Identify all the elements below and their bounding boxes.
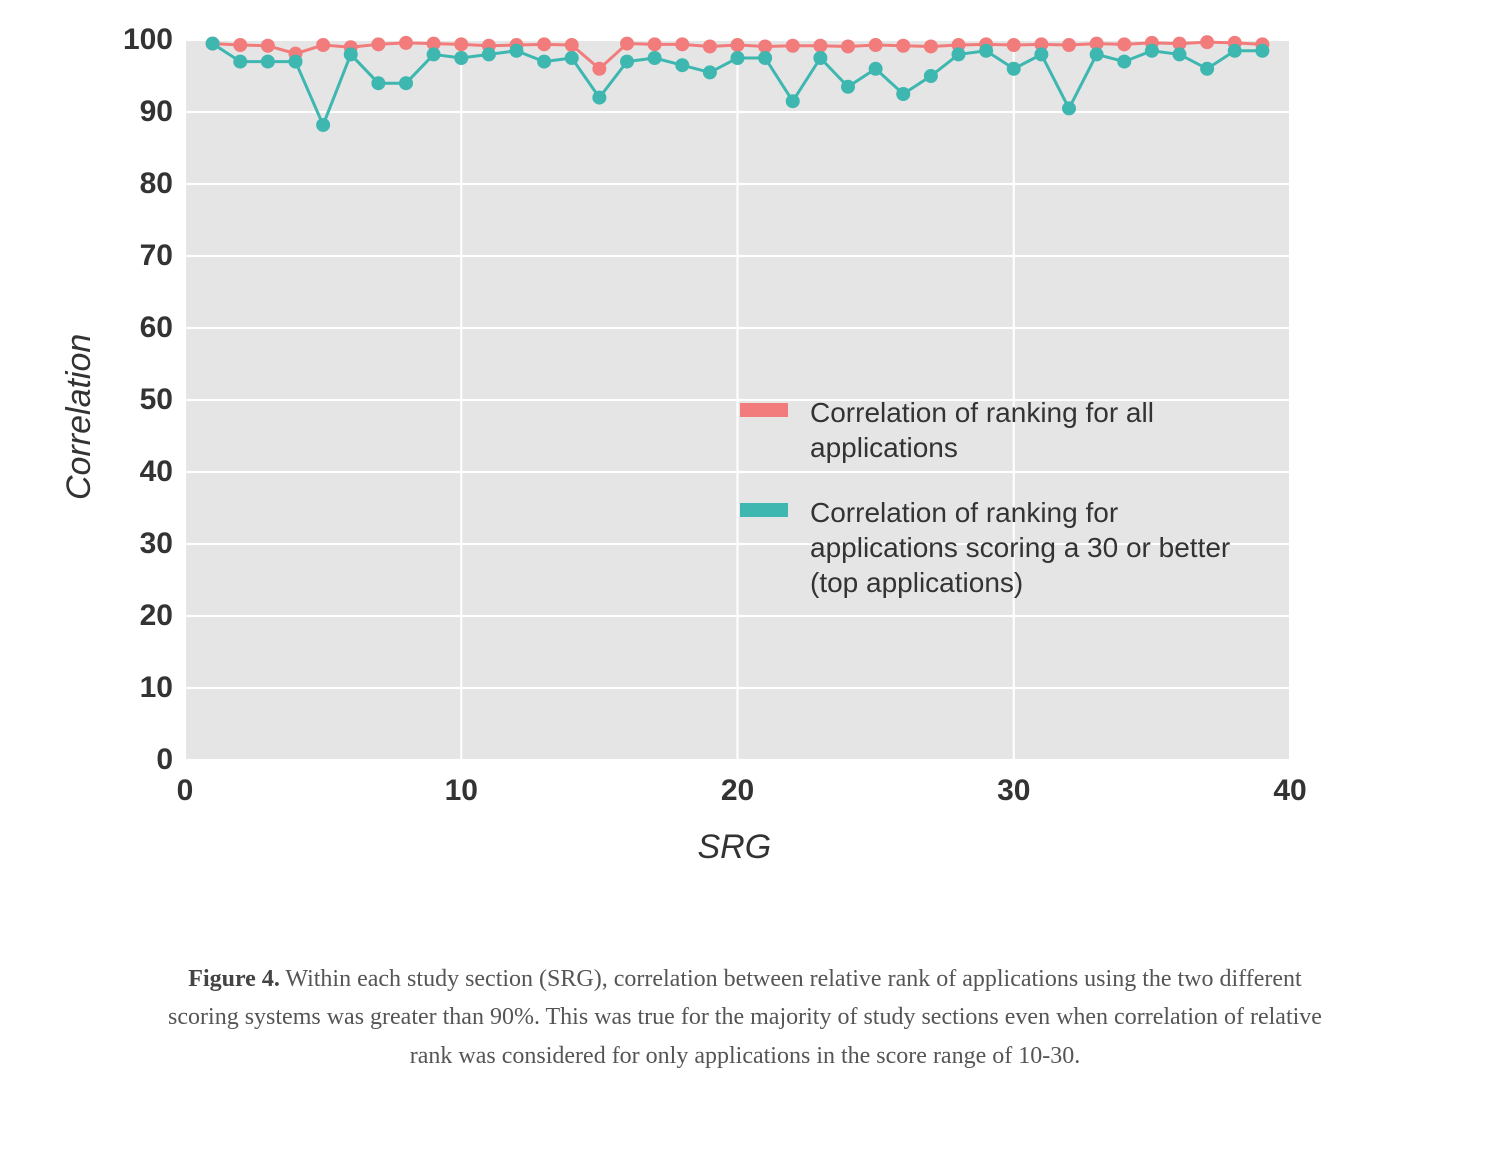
series-marker-top-applications	[289, 55, 303, 69]
series-marker-top-applications	[316, 118, 330, 132]
y-tick-label: 60	[140, 311, 173, 345]
series-marker-all-applications	[1200, 35, 1214, 49]
series-marker-top-applications	[896, 87, 910, 101]
caption-prefix: Figure 4.	[188, 966, 280, 992]
series-marker-all-applications	[675, 37, 689, 51]
series-marker-top-applications	[537, 55, 551, 69]
x-tick-label: 10	[441, 774, 481, 808]
legend-label: Correlation of ranking for applications …	[810, 495, 1240, 600]
series-marker-top-applications	[648, 51, 662, 65]
series-marker-top-applications	[869, 62, 883, 76]
y-axis-label: Correlation	[60, 334, 99, 500]
series-marker-top-applications	[841, 80, 855, 94]
legend-entry-all-applications: Correlation of ranking for all applicati…	[740, 395, 1240, 465]
y-tick-label: 20	[140, 599, 173, 633]
legend-label: Correlation of ranking for all applicati…	[810, 395, 1240, 465]
series-marker-top-applications	[731, 51, 745, 65]
series-marker-top-applications	[1228, 44, 1242, 58]
series-marker-all-applications	[1062, 38, 1076, 52]
x-axis-label: SRG	[698, 828, 772, 867]
series-marker-top-applications	[510, 44, 524, 58]
series-marker-top-applications	[233, 55, 247, 69]
y-tick-label: 40	[140, 455, 173, 489]
series-marker-all-applications	[537, 37, 551, 51]
series-marker-top-applications	[952, 47, 966, 61]
series-marker-top-applications	[261, 55, 275, 69]
correlation-chart: Correlation of ranking for all applicati…	[0, 0, 1490, 900]
series-marker-top-applications	[592, 91, 606, 105]
y-tick-label: 10	[140, 671, 173, 705]
series-marker-all-applications	[896, 39, 910, 53]
series-marker-all-applications	[233, 38, 247, 52]
series-marker-top-applications	[344, 47, 358, 61]
y-tick-label: 80	[140, 167, 173, 201]
chart-legend: Correlation of ranking for all applicati…	[740, 395, 1240, 630]
series-marker-top-applications	[1145, 44, 1159, 58]
x-tick-label: 30	[994, 774, 1034, 808]
series-marker-all-applications	[924, 39, 938, 53]
series-marker-top-applications	[620, 55, 634, 69]
series-marker-all-applications	[261, 39, 275, 53]
series-marker-top-applications	[427, 47, 441, 61]
series-marker-top-applications	[786, 94, 800, 108]
series-marker-all-applications	[648, 37, 662, 51]
caption-text: Within each study section (SRG), correla…	[168, 966, 1322, 1069]
figure-caption: Figure 4. Within each study section (SRG…	[160, 960, 1330, 1075]
series-marker-top-applications	[1062, 101, 1076, 115]
series-marker-top-applications	[1034, 47, 1048, 61]
series-marker-top-applications	[1090, 47, 1104, 61]
series-marker-all-applications	[841, 39, 855, 53]
y-tick-label: 70	[140, 239, 173, 273]
series-marker-top-applications	[758, 51, 772, 65]
x-tick-label: 20	[718, 774, 758, 808]
series-marker-all-applications	[731, 38, 745, 52]
legend-swatch	[740, 403, 788, 417]
series-marker-all-applications	[620, 37, 634, 51]
series-marker-top-applications	[924, 69, 938, 83]
series-marker-top-applications	[675, 58, 689, 72]
series-marker-all-applications	[1117, 37, 1131, 51]
y-tick-label: 0	[156, 743, 173, 777]
x-tick-label: 40	[1270, 774, 1310, 808]
y-tick-label: 50	[140, 383, 173, 417]
y-tick-label: 90	[140, 95, 173, 129]
series-marker-all-applications	[565, 38, 579, 52]
series-marker-all-applications	[454, 37, 468, 51]
series-marker-top-applications	[371, 76, 385, 90]
series-marker-top-applications	[1007, 62, 1021, 76]
series-marker-top-applications	[1117, 55, 1131, 69]
series-marker-all-applications	[592, 62, 606, 76]
series-marker-top-applications	[703, 65, 717, 79]
legend-entry-top-applications: Correlation of ranking for applications …	[740, 495, 1240, 600]
series-marker-top-applications	[1255, 44, 1269, 58]
page: Correlation of ranking for all applicati…	[0, 0, 1490, 1170]
series-marker-top-applications	[565, 51, 579, 65]
series-marker-top-applications	[979, 44, 993, 58]
series-marker-all-applications	[786, 39, 800, 53]
legend-swatch	[740, 503, 788, 517]
series-marker-all-applications	[371, 37, 385, 51]
series-marker-top-applications	[206, 37, 220, 51]
series-marker-all-applications	[316, 38, 330, 52]
series-marker-all-applications	[813, 39, 827, 53]
series-marker-top-applications	[813, 51, 827, 65]
x-tick-label: 0	[165, 774, 205, 808]
series-marker-top-applications	[482, 47, 496, 61]
series-marker-top-applications	[1173, 47, 1187, 61]
series-marker-top-applications	[454, 51, 468, 65]
series-marker-all-applications	[399, 36, 413, 50]
y-tick-label: 30	[140, 527, 173, 561]
series-marker-all-applications	[1007, 38, 1021, 52]
series-marker-top-applications	[399, 76, 413, 90]
series-marker-all-applications	[869, 38, 883, 52]
series-marker-all-applications	[703, 39, 717, 53]
y-tick-label: 100	[123, 23, 173, 57]
series-marker-top-applications	[1200, 62, 1214, 76]
